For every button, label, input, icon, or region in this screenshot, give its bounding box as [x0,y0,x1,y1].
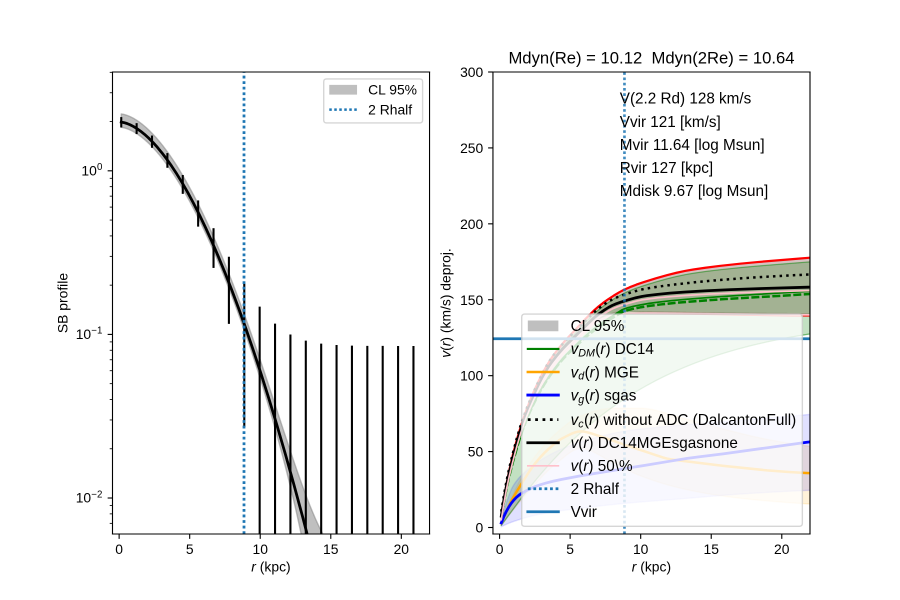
svg-text:v r D M: v r D M ( ) D C 1 4 [571,334,655,361]
svg-text:2 Rhalf: 2 Rhalf [368,101,412,117]
svg-text:0: 0 [476,520,484,536]
svg-text:Mdisk 9.67 [log Msun]: Mdisk 9.67 [log Msun] [620,183,768,200]
svg-text:250: 250 [460,140,483,156]
svg-text:r ( k: r ( k p c ) [632,551,672,576]
svg-text:20: 20 [774,541,790,557]
svg-text:200: 200 [460,216,483,232]
svg-text:v r g (: v r g ( ) s g a s [571,380,637,407]
svg-text:r ( k: r ( k p c ) [251,551,291,576]
svg-text:v r c (: v r c ( ) w i t h o u t A D C ( D a l c [571,405,797,432]
svg-text:5: 5 [566,541,574,557]
svg-text:20: 20 [394,541,410,557]
svg-text:100: 100 [460,368,483,384]
svg-text:CL 95%: CL 95% [368,82,417,98]
svg-text:0: 0 [115,541,123,557]
svg-text:10: 10 [253,541,269,557]
svg-text:300: 300 [460,64,483,80]
svg-text:Mvir 11.64 [log Msun]: Mvir 11.64 [log Msun] [620,137,765,154]
svg-text:10: 10 [633,541,649,557]
svg-text:50: 50 [468,444,484,460]
svg-text:v r ( ): v r ( ) D C 1 4 M G E s g a s n o n e [571,428,738,453]
svg-text:1 0 −: 1 0 − 1 [76,314,103,344]
svg-text:150: 150 [460,292,483,308]
svg-text:5: 5 [186,541,194,557]
svg-text:15: 15 [323,541,339,557]
svg-text:Rvir 127 [kpc]: Rvir 127 [kpc] [620,160,713,177]
svg-text:1 0 −: 1 0 − 2 [76,477,103,507]
svg-text:Mdyn(Re) = 10.12 Mdyn(2Re) =: Mdyn(Re) = 10.12 Mdyn(2Re) = 10.64 [508,49,794,68]
svg-text:v r ( ): v r ( ) 5 0 \ % [571,451,633,476]
svg-text:v r ( ): v r ( ) ( k m / s ) d e p r o j . [431,247,456,358]
svg-text:CL 95%: CL 95% [571,318,625,335]
svg-text:Vvir: Vvir [571,504,597,521]
svg-text:2 Rhalf: 2 Rhalf [571,481,620,498]
svg-text:15: 15 [704,541,720,557]
svg-text:v r d (: v r d ( ) M G E [571,357,639,384]
svg-text:0: 0 [496,541,504,557]
svg-text:V(2.2 Rd) 128 km/s: V(2.2 Rd) 128 km/s [620,91,752,108]
svg-text:1 0 0: 1 0 0 [81,155,103,180]
svg-text:Vvir 121 [km/s]: Vvir 121 [km/s] [620,114,721,131]
svg-text:SB profile: SB profile [54,273,70,333]
